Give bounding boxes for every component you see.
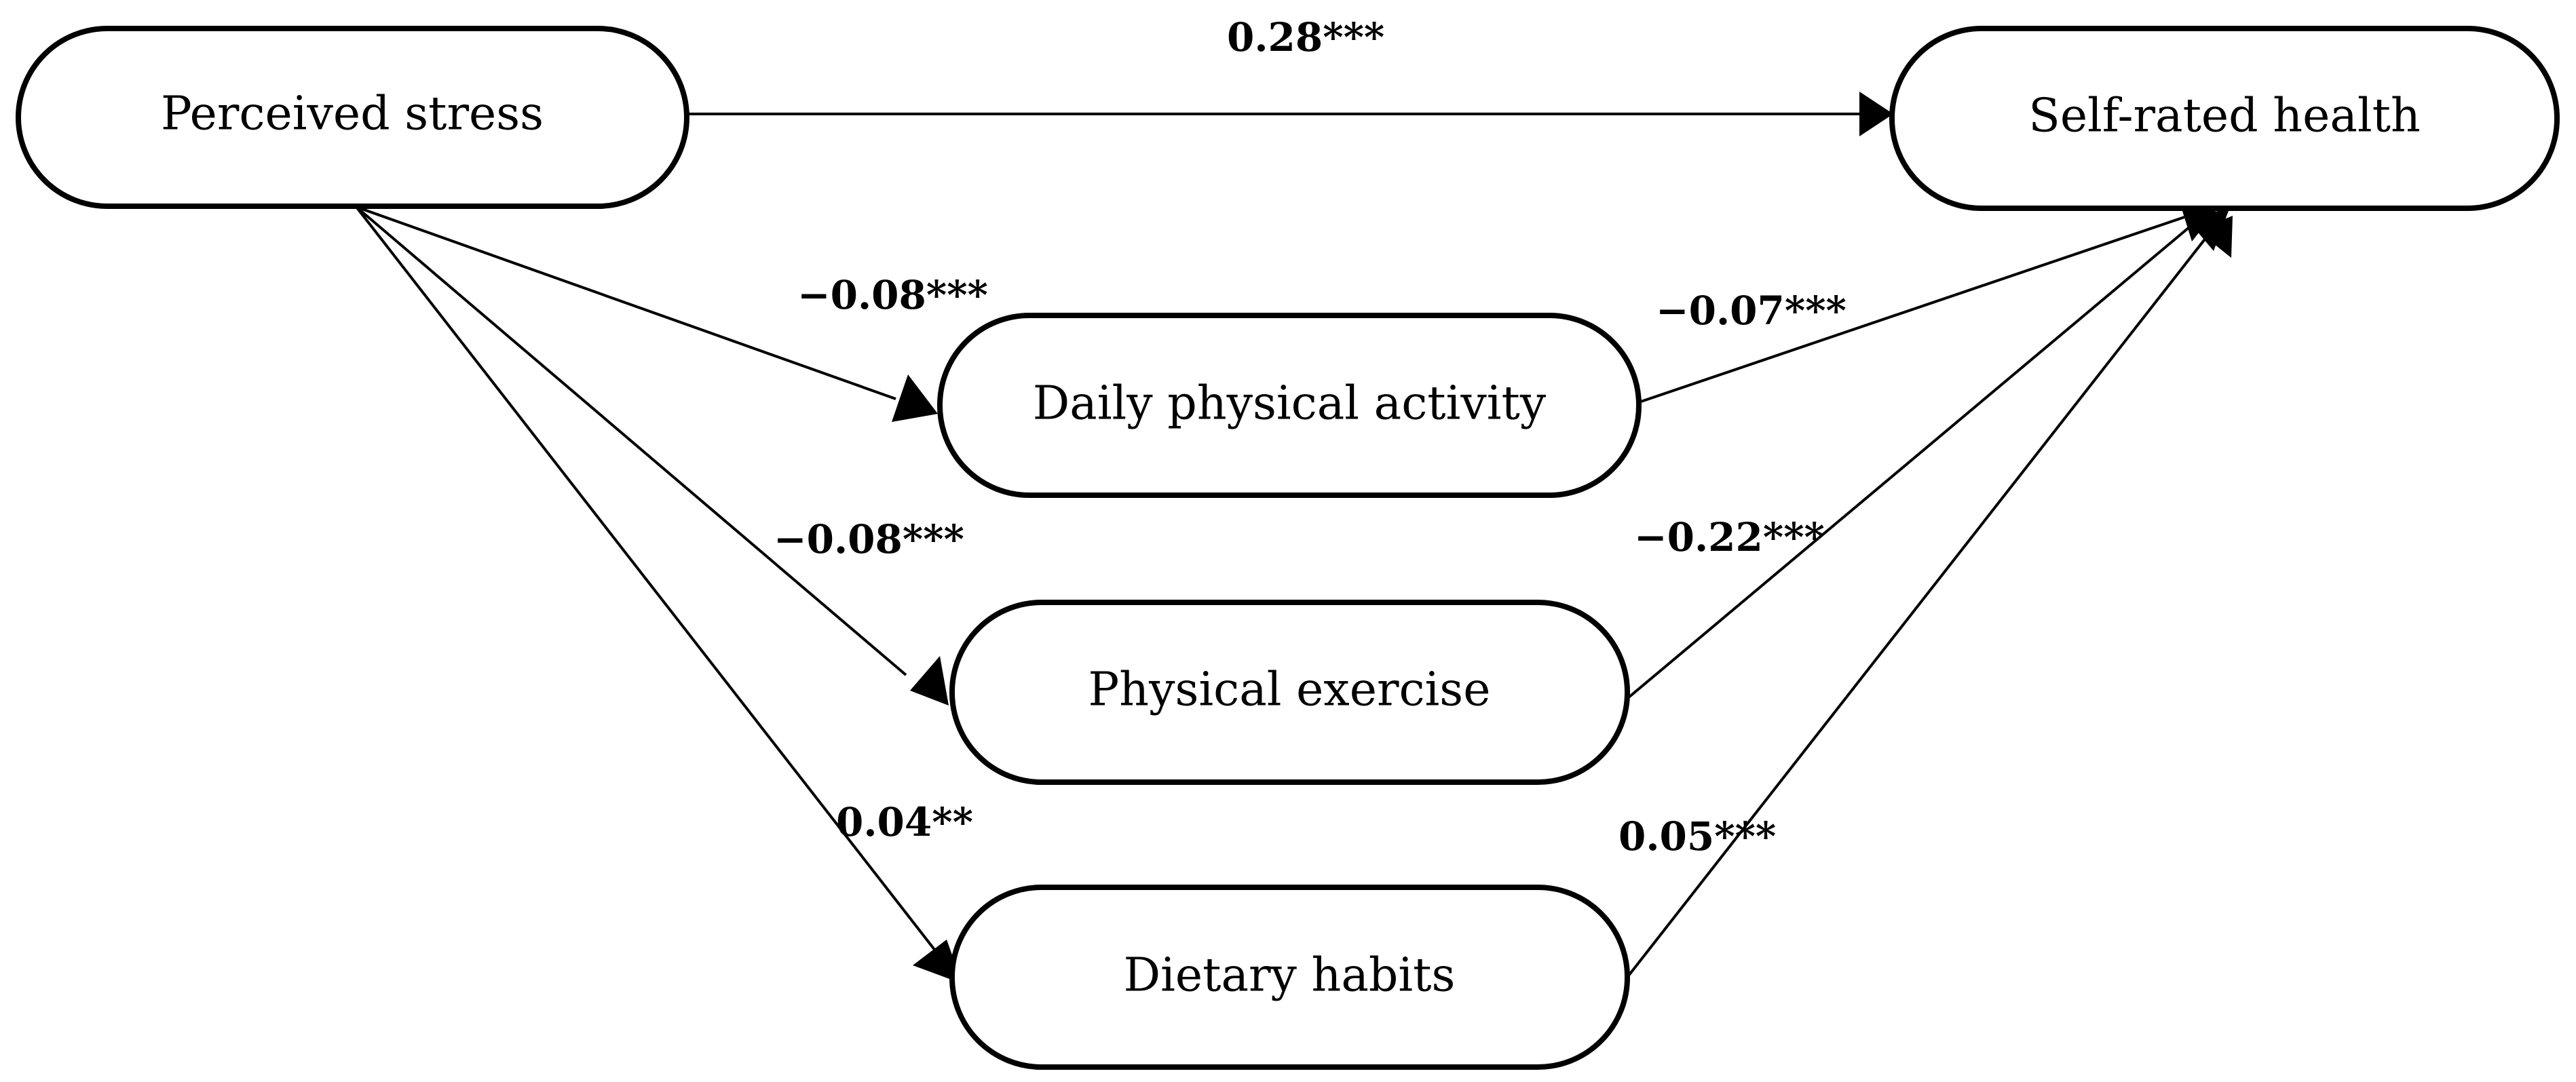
node-perceived-stress: Perceived stress [16,26,689,209]
coef-stress-to-exercise: −0.08*** [774,516,964,562]
coef-stress-to-diet: 0.04** [836,799,973,845]
path-exercise-to-health [1627,223,2195,699]
path-stress-to-activity [356,206,896,400]
node-label: Self-rated health [2028,90,2421,143]
coef-stress-to-health: 0.28*** [1227,14,1384,60]
node-physical-exercise: Physical exercise [949,600,1630,785]
node-self-rated-health: Self-rated health [1889,26,2560,211]
node-shape [949,885,1630,1070]
arrowhead-health-direct [1859,92,1893,136]
node-daily-physical-activity: Daily physical activity [937,313,1642,498]
coef-activity-to-health: −0.07*** [1656,288,1846,334]
path-stress-to-exercise [355,206,907,676]
arrowhead-health-from-diet [2197,216,2233,258]
node-label: Daily physical activity [1033,377,1547,431]
coef-exercise-to-health: −0.22*** [1634,514,1825,560]
node-shape [937,313,1642,498]
arrowheads [892,92,2233,984]
path-activity-to-health [1640,214,2189,403]
node-shape [949,600,1630,785]
arrowhead-exercise [910,656,949,706]
path-lines [355,113,2210,977]
coef-stress-to-activity: −0.08*** [797,272,988,318]
path-diet-to-health [1627,233,2210,977]
path-stress-to-diet [355,206,941,958]
node-dietary-habits: Dietary habits [949,885,1630,1070]
node-label: Physical exercise [1088,663,1491,717]
coefficient-labels: 0.28*** −0.08*** −0.08*** 0.04** −0.07**… [774,14,1846,859]
coef-diet-to-health: 0.05*** [1618,813,1776,859]
arrowhead-activity [892,374,938,422]
node-shape [16,26,689,209]
node-label: Perceived stress [161,88,544,141]
node-label: Dietary habits [1124,949,1456,1003]
node-shape [1889,26,2560,211]
